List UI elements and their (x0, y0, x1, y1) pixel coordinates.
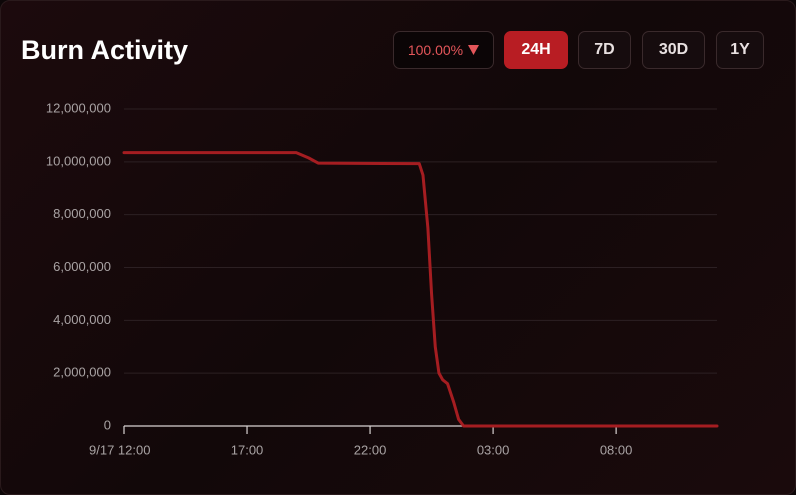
y-tick-label: 2,000,000 (53, 365, 111, 380)
range-button[interactable]: 1Y (716, 31, 764, 69)
change-value: 100.00% (407, 42, 464, 58)
y-tick-label: 4,000,000 (53, 312, 111, 327)
line-series (122, 151, 719, 428)
range-button[interactable]: 7D (578, 31, 631, 69)
y-tick-label: 12,000,000 (46, 100, 111, 115)
y-tick-label: 10,000,000 (46, 153, 111, 168)
down-arrow (468, 45, 480, 55)
change-badge[interactable]: 100.00% (393, 31, 494, 69)
x-tick-label: 03:00 (477, 442, 510, 457)
y-tick-label: 0 (104, 417, 111, 432)
x-tick-label: 17:00 (231, 442, 264, 457)
range-button[interactable]: 30D (642, 31, 705, 69)
y-tick-label: 6,000,000 (53, 259, 111, 274)
x-tick-label: 22:00 (354, 442, 387, 457)
range-button[interactable]: 24H (504, 31, 568, 69)
chart-title: Burn Activity (21, 35, 189, 65)
x-tick-label: 9/17 12:00 (89, 442, 150, 457)
x-tick-label: 08:00 (600, 442, 633, 457)
y-tick-label: 8,000,000 (53, 206, 111, 221)
